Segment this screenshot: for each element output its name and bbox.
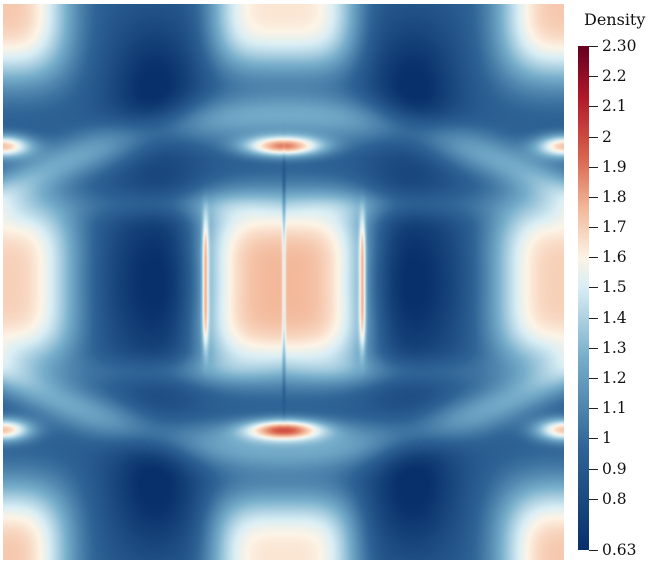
colorbar-tick bbox=[589, 550, 598, 551]
colorbar-tick bbox=[589, 136, 598, 138]
colorbar-tick-label: 2.2 bbox=[602, 67, 627, 86]
density-field-plot bbox=[3, 4, 564, 560]
colorbar-tick-label: 1.2 bbox=[602, 368, 627, 387]
colorbar-tick bbox=[589, 408, 598, 410]
colorbar-tick bbox=[589, 468, 598, 470]
colorbar-tick bbox=[589, 438, 598, 440]
color-legend: Density 2.30 2.2 2.1 2 1.9 1.8 1.7 1.6 1.5 1.4 1.3… bbox=[574, 0, 651, 563]
colorbar-tick-label: 1.5 bbox=[602, 278, 627, 297]
colorbar-tick bbox=[589, 196, 598, 198]
colorbar-tick-label: 1.6 bbox=[602, 248, 627, 267]
colorbar-tick bbox=[589, 317, 598, 319]
colorbar-tick-label: 1.8 bbox=[602, 187, 627, 206]
colorbar-tick-label: 1.3 bbox=[602, 338, 627, 357]
colorbar-tick-label: 2.1 bbox=[602, 97, 627, 116]
colorbar-tick bbox=[589, 166, 598, 168]
colorbar-tick bbox=[589, 347, 598, 349]
colorbar-tick bbox=[589, 377, 598, 379]
colorbar-tick bbox=[589, 46, 598, 47]
colorbar-tick-label: 1.7 bbox=[602, 218, 627, 237]
colorbar-tick-label: 1 bbox=[602, 429, 612, 448]
colorbar-tick-label: 2 bbox=[602, 127, 612, 146]
colorbar-tick bbox=[589, 227, 598, 229]
colorbar-tick bbox=[589, 287, 598, 289]
colorbar-tick bbox=[589, 257, 598, 259]
colorbar-tick-label: 0.9 bbox=[602, 459, 627, 478]
colorbar-tick-label: 1.4 bbox=[602, 308, 627, 327]
colorbar-tick-label: 1.1 bbox=[602, 399, 627, 418]
colorbar-tick-label: 1.9 bbox=[602, 157, 627, 176]
colorbar-tick bbox=[589, 106, 598, 108]
colorbar-tick-label: 0.63 bbox=[602, 541, 637, 559]
colorbar-tick-label: 0.8 bbox=[602, 489, 627, 508]
colorbar-tick bbox=[589, 76, 598, 78]
legend-title: Density bbox=[584, 10, 646, 29]
colorbar-tick bbox=[589, 498, 598, 500]
colorbar-tick-label: 2.30 bbox=[602, 37, 637, 55]
colorbar bbox=[578, 46, 589, 550]
